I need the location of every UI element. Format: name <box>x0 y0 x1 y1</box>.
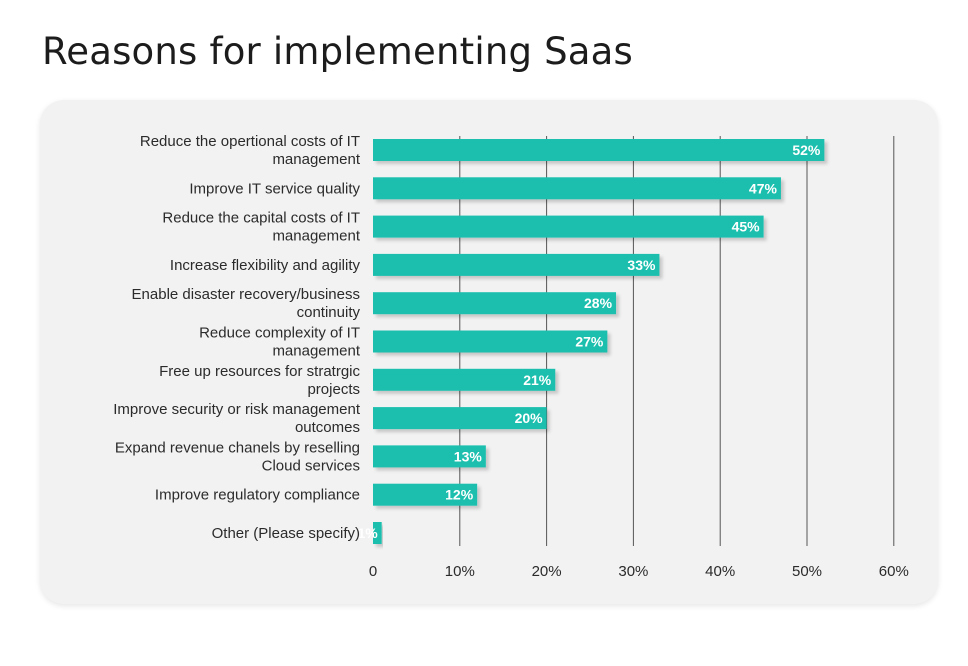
category-label: Cloud services <box>262 457 360 474</box>
value-label: 52% <box>792 142 821 158</box>
value-label: 28% <box>584 295 613 311</box>
category-label: Reduce the opertional costs of IT <box>140 133 360 150</box>
bar-chart: 52% 47% 45% 33% 28% 27% 21% 20% 13% 12% 1% Reduce … <box>113 133 909 580</box>
page-title: Reasons for implementing Saas <box>42 30 634 73</box>
bar <box>373 407 547 430</box>
x-tick-label: 20% <box>532 563 562 580</box>
grid-lines <box>459 136 895 546</box>
category-label: management <box>272 151 360 168</box>
category-label: Increase flexibility and agility <box>170 257 361 274</box>
value-label: 1% <box>357 525 378 541</box>
category-label: Expand revenue chanels by reselling <box>115 439 360 456</box>
category-label: Enable disaster recovery/business <box>132 286 360 303</box>
bar <box>373 445 486 468</box>
category-label: management <box>272 228 360 245</box>
value-label: 13% <box>454 448 483 464</box>
category-label: management <box>272 343 360 360</box>
x-tick-label: 10% <box>445 563 475 580</box>
x-tick-label: 0 <box>369 563 377 580</box>
category-label: Reduce complexity of IT <box>199 325 360 342</box>
category-label: Free up resources for stratrgic <box>159 363 360 380</box>
bar <box>373 177 781 200</box>
bar <box>373 253 660 276</box>
category-label: Improve regulatory compliance <box>155 487 360 504</box>
bar <box>373 483 478 506</box>
category-label: outcomes <box>295 419 360 436</box>
bars: 52% 47% 45% 33% 28% 27% 21% 20% 13% 12% 1% <box>357 139 825 544</box>
category-label: Improve IT service quality <box>189 180 360 197</box>
bar <box>373 522 382 544</box>
x-tick-label: 40% <box>705 563 735 580</box>
bar <box>373 215 764 238</box>
value-label: 27% <box>575 334 604 350</box>
x-axis-ticks: 0 10% 20% 30% 40% 50% 60% <box>369 563 909 580</box>
value-label: 20% <box>515 410 544 426</box>
x-tick-label: 30% <box>618 563 648 580</box>
category-label: Other (Please specify) <box>212 525 360 542</box>
x-tick-label: 50% <box>792 563 822 580</box>
bar <box>373 292 617 315</box>
chart-panel: 52% 47% 45% 33% 28% 27% 21% 20% 13% 12% 1% Reduce … <box>40 100 938 604</box>
value-label: 47% <box>749 180 778 196</box>
value-label: 45% <box>732 219 761 235</box>
category-label: Reduce the capital costs of IT <box>162 210 360 227</box>
category-label: projects <box>307 381 360 398</box>
category-labels: Reduce the opertional costs of ITmanagem… <box>113 133 361 542</box>
x-tick-label: 60% <box>879 563 909 580</box>
bar <box>373 330 608 353</box>
bar <box>373 368 556 391</box>
value-label: 12% <box>445 487 474 503</box>
value-label: 33% <box>627 257 656 273</box>
bar <box>373 139 825 161</box>
category-label: continuity <box>297 304 361 321</box>
category-label: Improve security or risk management <box>113 401 361 418</box>
value-label: 21% <box>523 372 552 388</box>
